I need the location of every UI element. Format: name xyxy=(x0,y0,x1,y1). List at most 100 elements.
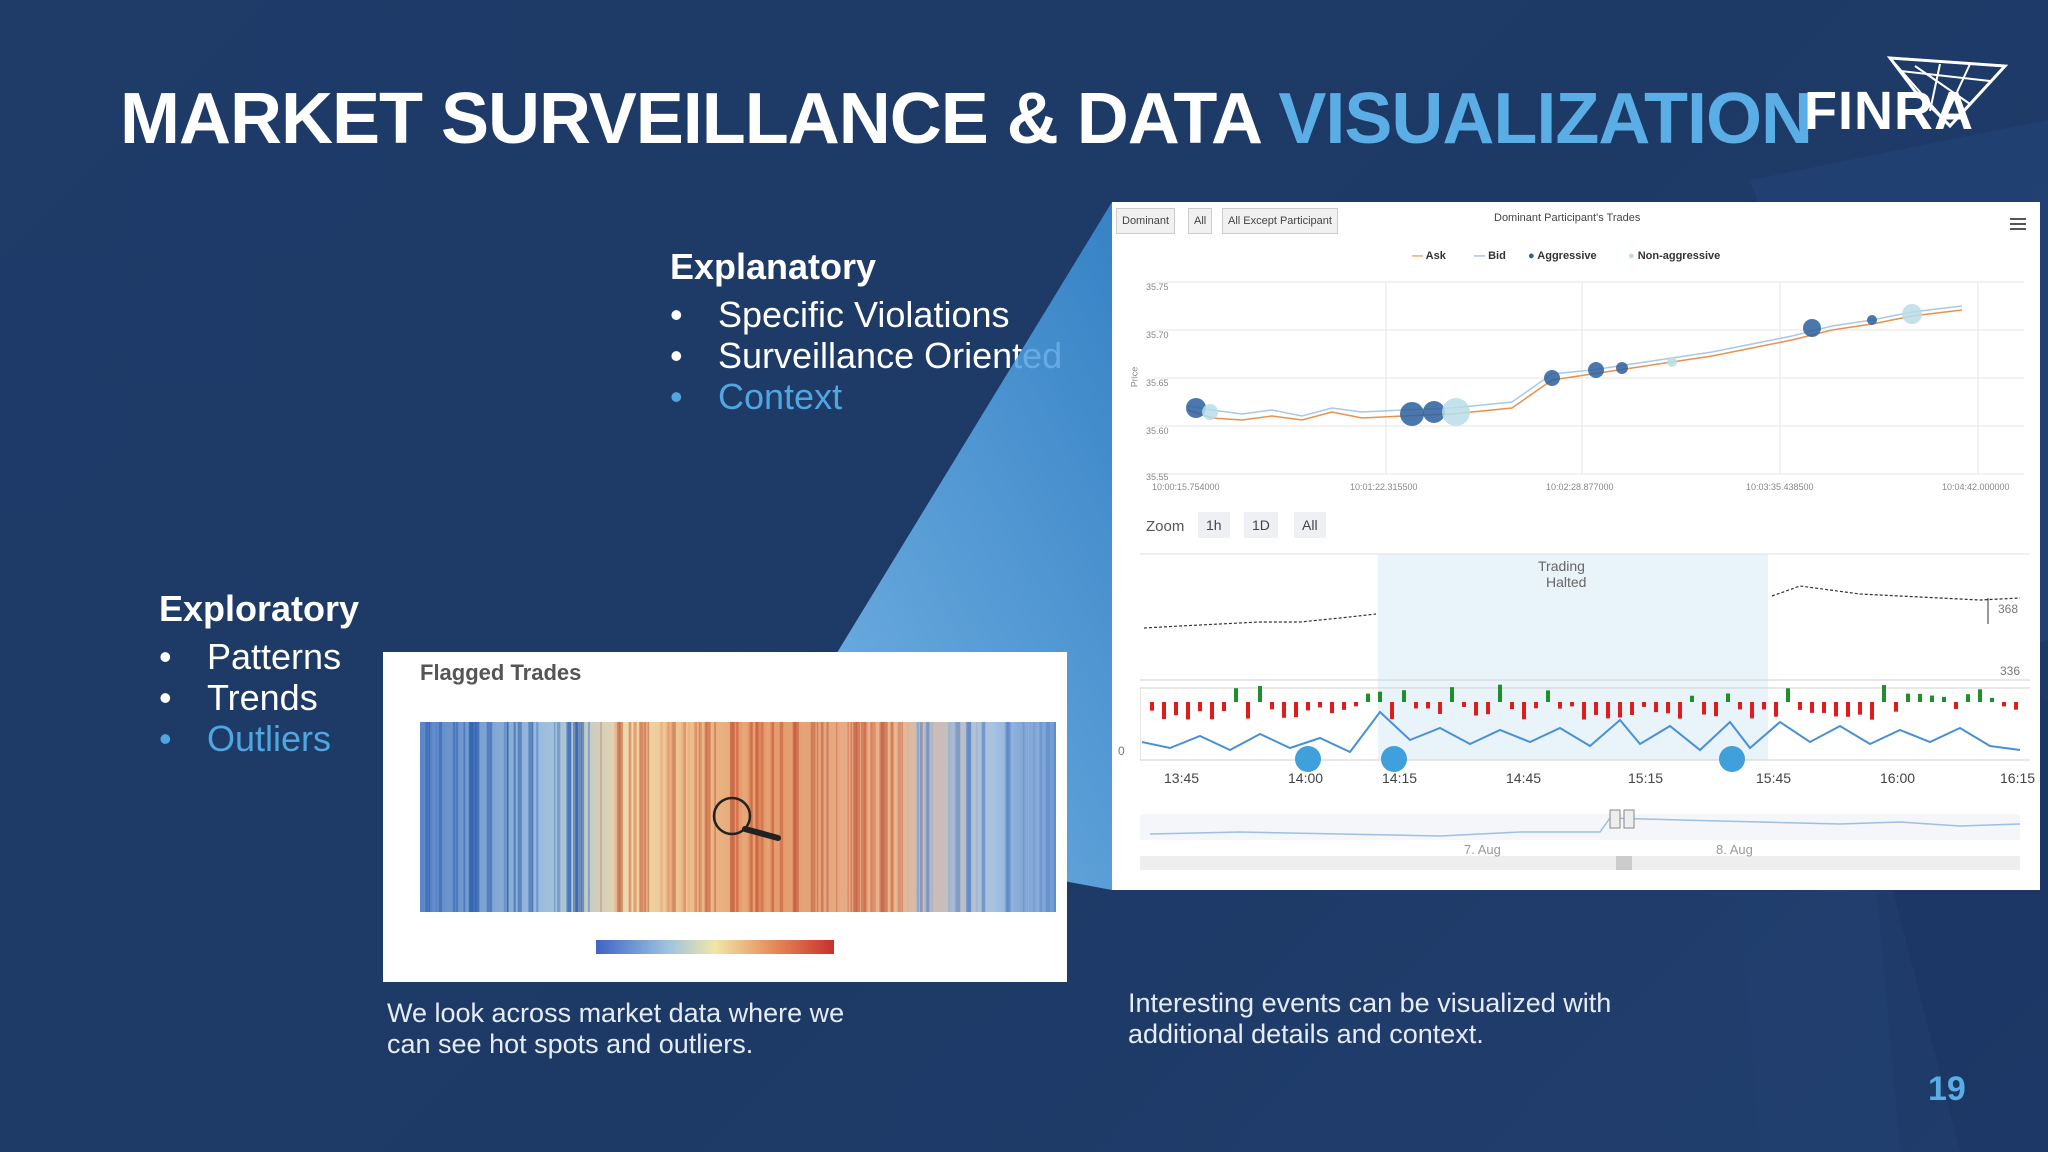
trade-bubble xyxy=(1400,402,1424,426)
volume-bar xyxy=(1870,702,1874,720)
xtick: 10:01:22.315500 xyxy=(1350,482,1418,492)
legend-non-aggressive-label: Non-aggressive xyxy=(1637,250,1721,262)
volume-bar xyxy=(1306,702,1310,711)
heat-stripe xyxy=(513,722,516,912)
volume-bar xyxy=(1606,702,1610,719)
time-label: 16:15 xyxy=(2000,770,2036,786)
menu-icon[interactable] xyxy=(2010,216,2028,232)
heat-stripe xyxy=(948,722,953,912)
heat-stripe xyxy=(506,722,509,912)
heat-stripe xyxy=(628,722,631,912)
explanatory-item: Specific Violations xyxy=(670,294,1062,335)
heat-stripe xyxy=(816,722,819,912)
volume-bar xyxy=(1210,702,1214,720)
heat-stripe xyxy=(1035,722,1040,912)
heat-stripe xyxy=(732,722,734,912)
ytick: 35.75 xyxy=(1146,282,1169,292)
zoom-all-button[interactable]: All xyxy=(1294,512,1326,538)
heat-stripe xyxy=(920,722,923,912)
volume-bar xyxy=(1510,702,1514,710)
heat-stripe xyxy=(779,722,784,912)
zoom-1h-button[interactable]: 1h xyxy=(1198,512,1230,538)
heat-stripe xyxy=(1049,722,1054,912)
volume-bar xyxy=(1414,702,1418,709)
heatmap-colorbar xyxy=(596,940,834,954)
trade-bubble xyxy=(1667,357,1677,367)
heat-stripe xyxy=(810,722,814,912)
time-label: 15:15 xyxy=(1628,770,1664,786)
heat-stripe xyxy=(955,722,961,912)
ytick: 35.70 xyxy=(1146,330,1169,340)
tab-dominant[interactable]: Dominant xyxy=(1116,208,1176,234)
heat-stripe xyxy=(647,722,650,912)
trade-bubble xyxy=(1442,398,1470,426)
heat-stripe xyxy=(581,722,585,912)
slide-title: MARKET SURVEILLANCE & DATA VISUALIZATION xyxy=(120,78,1813,160)
zero-label: 0 xyxy=(1118,744,1125,758)
tab-all[interactable]: All xyxy=(1188,208,1213,234)
volume-bar xyxy=(1930,695,1934,702)
chart-title: Dominant Participant's Trades xyxy=(1494,212,1641,224)
heat-stripe xyxy=(614,722,617,912)
volume-bar xyxy=(1750,702,1754,719)
legend-ask-label: Ask xyxy=(1425,250,1446,262)
heat-stripe xyxy=(681,722,684,912)
heat-stripe xyxy=(729,722,733,912)
volume-bar xyxy=(1150,702,1154,711)
exploratory-item: Trends xyxy=(159,677,341,718)
heat-stripe xyxy=(1023,722,1027,912)
heat-stripe xyxy=(630,722,632,912)
volume-bar xyxy=(1630,702,1634,715)
trade-bubble xyxy=(1616,362,1628,374)
y-axis-label: Price xyxy=(1129,366,1140,388)
price-low-label: 336 xyxy=(2000,664,2021,678)
explanatory-heading: Explanatory xyxy=(670,246,877,287)
heat-stripe xyxy=(536,722,539,912)
heat-stripe xyxy=(644,722,646,912)
volume-bar xyxy=(1702,702,1706,715)
volume-bar xyxy=(1666,702,1670,714)
time-label: 16:00 xyxy=(1880,770,1916,786)
volume-bar xyxy=(1354,702,1358,707)
volume-bar xyxy=(1270,702,1274,710)
trade-bubble xyxy=(1186,398,1206,418)
volume-bar xyxy=(2014,702,2018,710)
heat-stripe xyxy=(861,722,866,912)
trade-bubble xyxy=(1202,404,1218,420)
volume-bar xyxy=(1906,693,1910,702)
heat-stripe xyxy=(435,722,438,912)
xtick: 10:02:28.877000 xyxy=(1546,482,1614,492)
caption-right-line: additional details and context. xyxy=(1128,1019,1484,1049)
heat-stripe xyxy=(736,722,739,912)
caption-right: Interesting events can be visualized wit… xyxy=(1128,988,1611,1050)
heatmap-chart xyxy=(420,722,1056,912)
volume-bar xyxy=(1618,702,1622,718)
tab-all-except-participant[interactable]: All Except Participant xyxy=(1222,208,1338,234)
time-label: 14:45 xyxy=(1506,770,1542,786)
volume-bar xyxy=(1438,702,1442,714)
heat-stripe xyxy=(633,722,637,912)
trade-bubble xyxy=(1544,370,1560,386)
volume-bar xyxy=(1822,702,1826,713)
volume-bar xyxy=(1198,702,1202,712)
heat-stripe xyxy=(772,722,774,912)
caption-left-line: can see hot spots and outliers. xyxy=(387,1029,754,1059)
heat-stripe xyxy=(758,722,762,912)
zoom-1d-button[interactable]: 1D xyxy=(1244,512,1278,538)
trade-bubble xyxy=(1902,304,1922,324)
legend-aggressive-label: Aggressive xyxy=(1537,250,1597,262)
volume-bar xyxy=(1450,687,1454,702)
heat-stripe xyxy=(803,722,807,912)
heat-stripe xyxy=(954,722,957,912)
heat-stripe xyxy=(953,722,957,912)
heat-stripe xyxy=(901,722,903,912)
time-label: 14:15 xyxy=(1382,770,1418,786)
xtick: 10:04:42.000000 xyxy=(1942,482,2010,492)
heat-stripe xyxy=(642,722,644,912)
heat-stripe xyxy=(739,722,743,912)
heat-stripe xyxy=(704,722,708,912)
ytick: 35.65 xyxy=(1146,378,1169,388)
heat-stripe xyxy=(853,722,858,912)
trade-bubble xyxy=(1803,319,1821,337)
volume-bar xyxy=(1342,702,1346,710)
